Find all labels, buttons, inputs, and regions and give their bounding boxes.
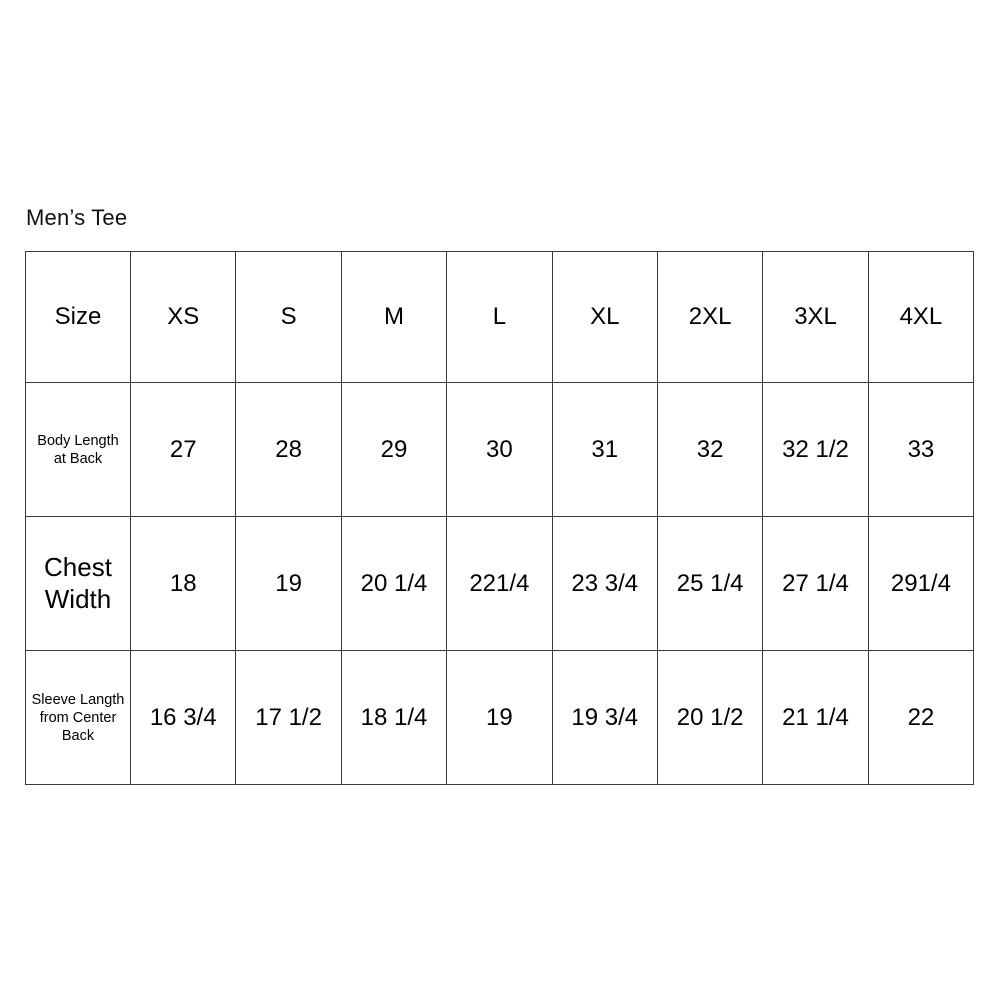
measurement-cell: 27 1/4 (762, 516, 869, 652)
measurement-cell: 23 3/4 (551, 516, 658, 652)
header-cell-s: S (235, 251, 342, 384)
table-row: Sleeve Langth from Center Back 16 3/4 17 1/2… (25, 650, 975, 786)
size-chart-table: Size XS S M L XL 2XL 3XL 4XL Body Length at Back 27… (25, 251, 975, 786)
measurement-cell: 291/4 (867, 516, 975, 652)
row-label-line: Body Length (37, 432, 119, 449)
table-header-row: Size XS S M L XL 2XL 3XL 4XL (25, 251, 975, 384)
measurement-cell: 16 3/4 (129, 650, 237, 786)
measurement-cell: 27 (129, 382, 237, 518)
measurement-cell: 29 (340, 382, 448, 518)
measurement-cell: 21 1/4 (762, 650, 869, 786)
header-cell-size: Size (25, 251, 131, 384)
header-cell-2xl: 2XL (656, 251, 764, 384)
row-label-line: from Center (39, 709, 117, 726)
row-label-line: Sleeve Langth (31, 691, 125, 708)
row-label: Body Length at Back (25, 382, 131, 518)
row-label-line: Back (61, 727, 95, 744)
header-cell-xs: XS (129, 251, 237, 384)
measurement-cell: 20 1/4 (340, 516, 448, 652)
header-cell-3xl: 3XL (762, 251, 869, 384)
measurement-cell: 32 (656, 382, 764, 518)
table-row: Body Length at Back 27 28 29 30 31 32 32 1/2 33 (25, 382, 975, 518)
measurement-cell: 18 1/4 (340, 650, 448, 786)
row-label-line: Width (44, 583, 112, 614)
size-chart-container: Men’s Tee Size XS S M L XL 2XL 3XL 4XL Body Lengt… (25, 205, 975, 786)
row-label: Chest Width (25, 516, 131, 652)
measurement-cell: 32 1/2 (762, 382, 869, 518)
measurement-cell: 19 (235, 516, 342, 652)
measurement-cell: 25 1/4 (656, 516, 764, 652)
measurement-cell: 28 (235, 382, 342, 518)
measurement-cell: 18 (129, 516, 237, 652)
measurement-cell: 33 (867, 382, 975, 518)
page-title: Men’s Tee (26, 205, 128, 230)
measurement-cell: 30 (446, 382, 553, 518)
measurement-cell: 19 3/4 (551, 650, 658, 786)
measurement-cell: 17 1/2 (235, 650, 342, 786)
row-label-line: Chest (44, 552, 112, 583)
header-cell-l: L (446, 251, 553, 384)
row-label-line: at Back (53, 450, 103, 467)
measurement-cell: 31 (551, 382, 658, 518)
row-label: Sleeve Langth from Center Back (25, 650, 131, 786)
header-cell-xl: XL (551, 251, 658, 384)
header-cell-4xl: 4XL (867, 251, 975, 384)
header-cell-m: M (340, 251, 448, 384)
table-row: Chest Width 18 19 20 1/4 221/4 23 3/4 25 1/4 27 … (25, 516, 975, 652)
measurement-cell: 20 1/2 (656, 650, 764, 786)
measurement-cell: 221/4 (446, 516, 553, 652)
measurement-cell: 22 (867, 650, 975, 786)
measurement-cell: 19 (446, 650, 553, 786)
